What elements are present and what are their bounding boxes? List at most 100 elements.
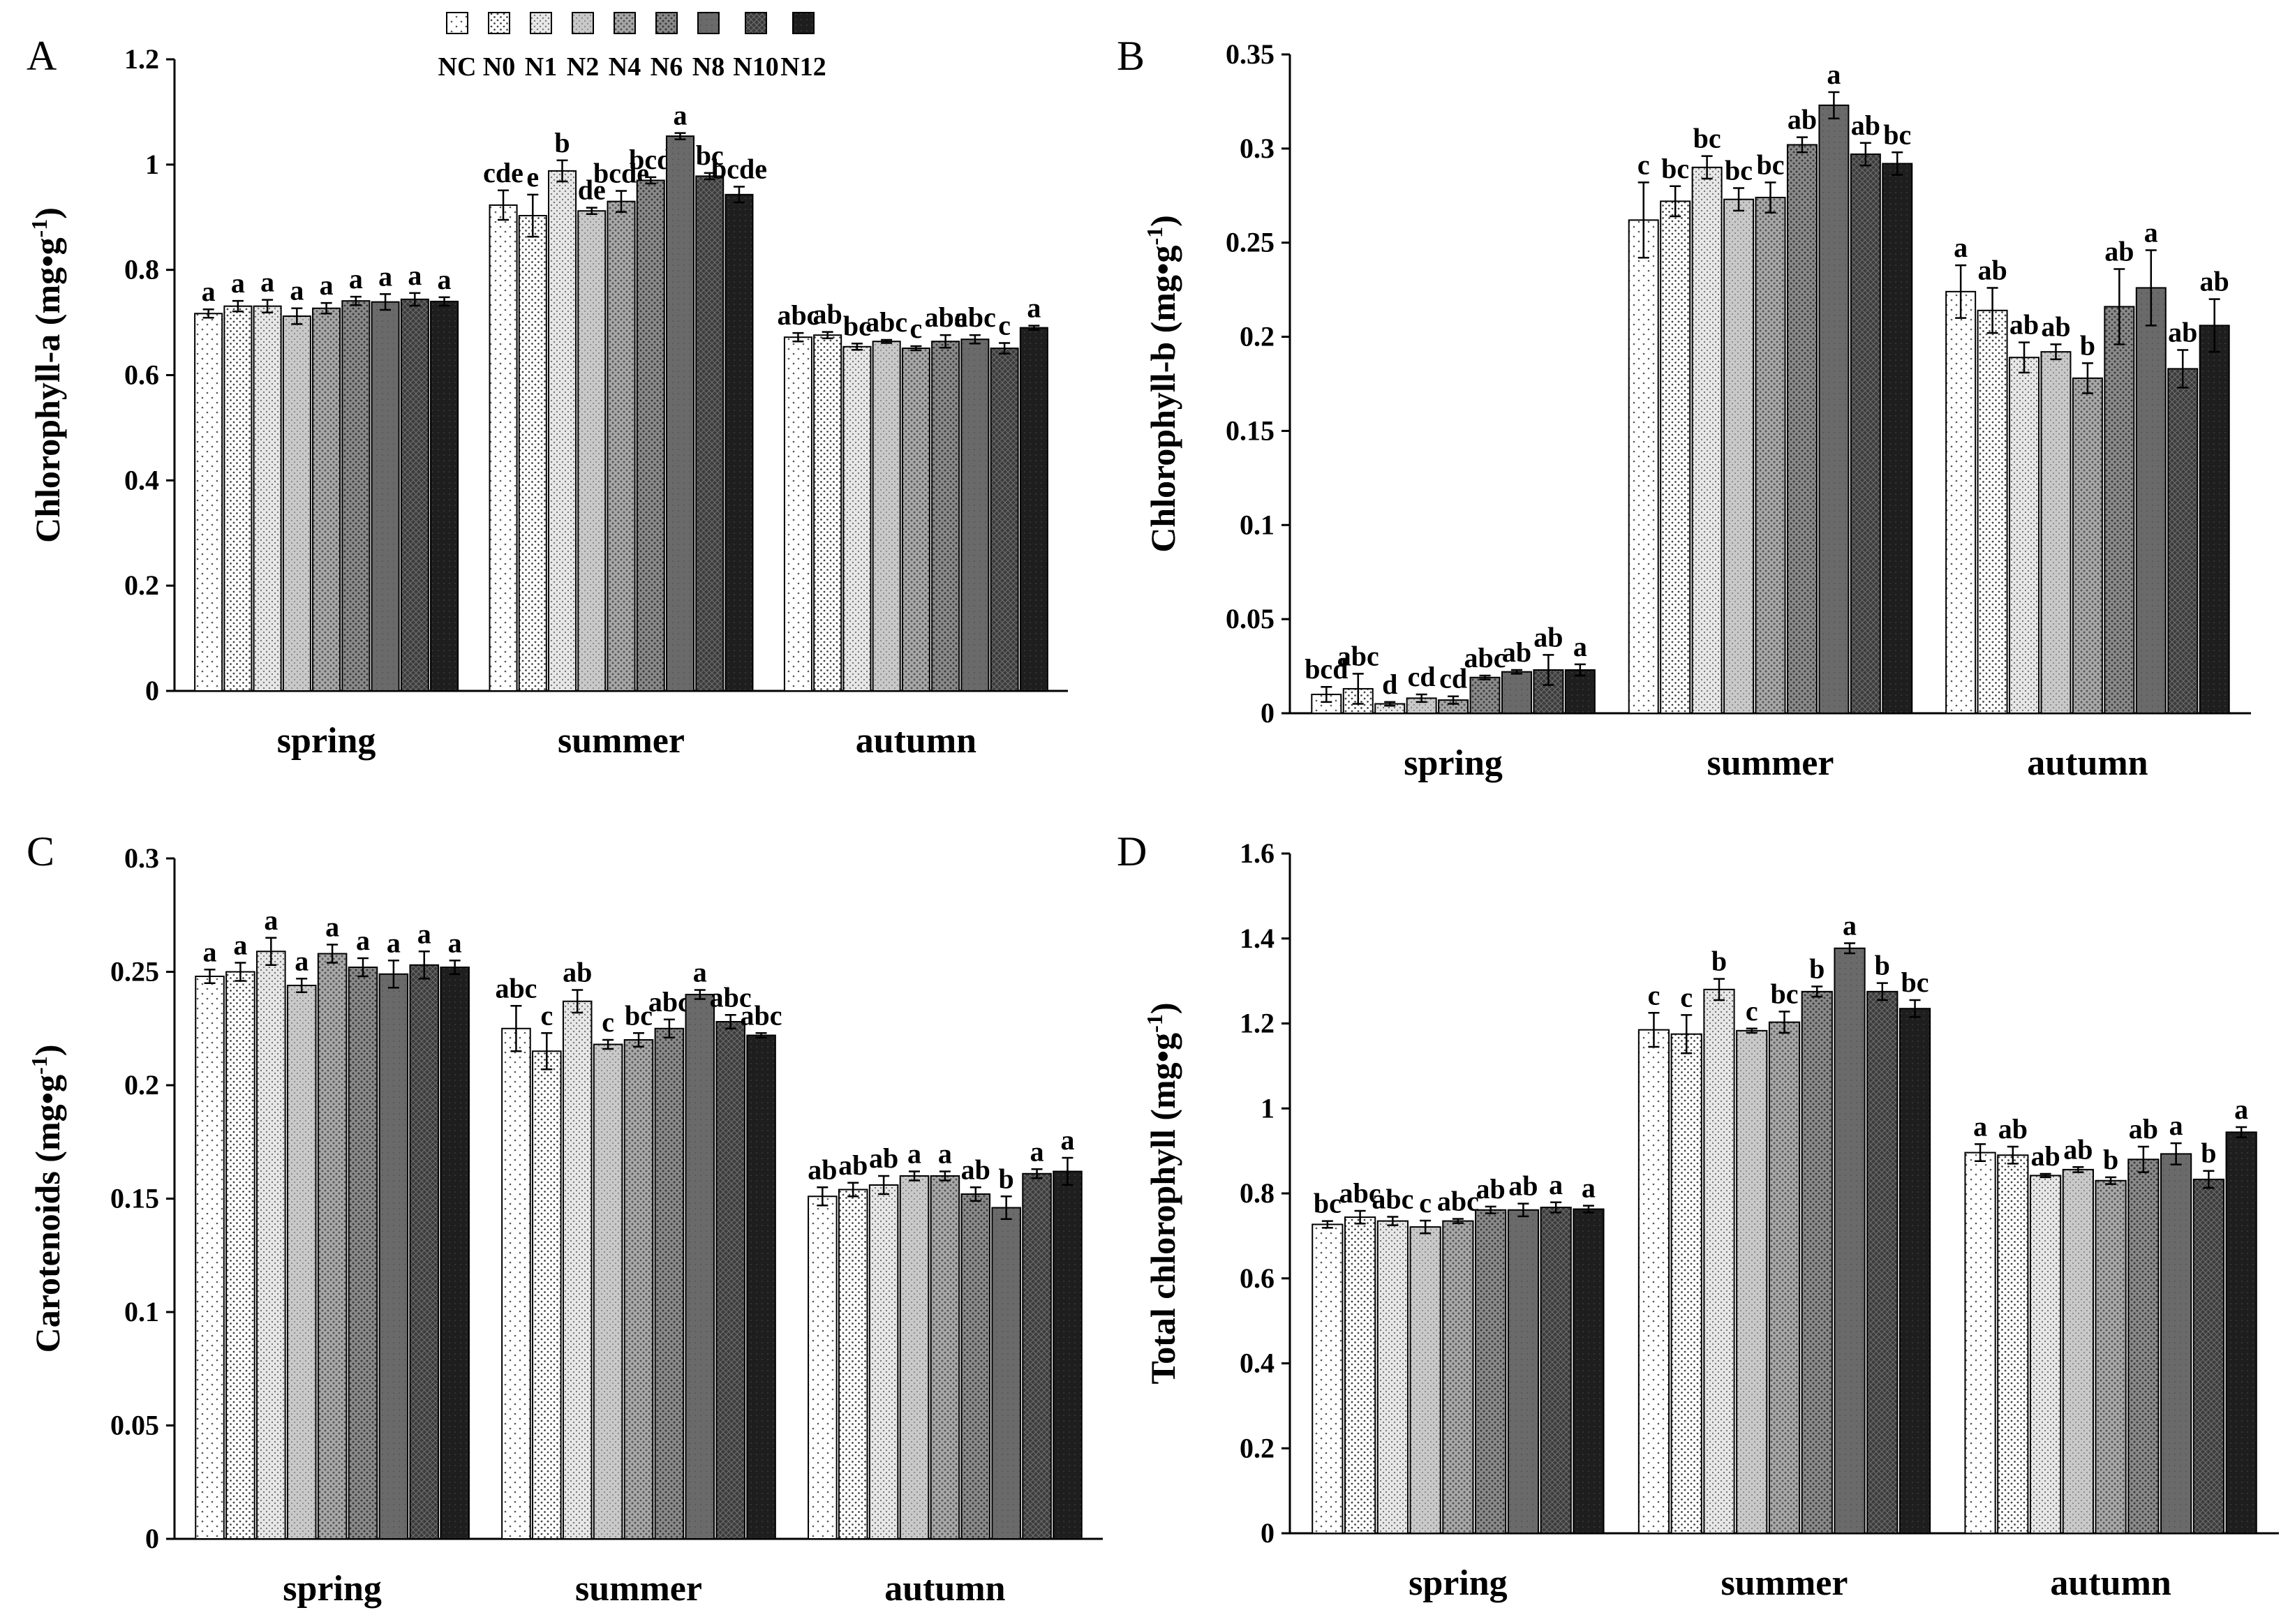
error-bar [1637, 181, 1649, 259]
error-bar [2208, 298, 2220, 353]
bar-n10-autumn [990, 348, 1019, 692]
error-bar [1354, 1209, 1366, 1225]
significance-label: abc [1337, 640, 1379, 671]
bar-n10-summer [1850, 153, 1881, 715]
bar-n8-autumn [2160, 1153, 2192, 1534]
y-tick-label: 0.25 [1226, 227, 1275, 258]
y-tick-label: 0 [1261, 1517, 1275, 1549]
legend-label-n0: N0 [483, 52, 515, 82]
y-tick-label: 0 [145, 1523, 159, 1554]
significance-label: cd [1439, 663, 1467, 694]
bar-n1-autumn [842, 345, 872, 692]
bar-n12-spring [440, 967, 470, 1540]
bar-n4-summer [1768, 1021, 1801, 1534]
significance-label: d [1382, 669, 1397, 700]
bar-n6-spring [1469, 676, 1501, 714]
significance-label: b [2080, 329, 2095, 361]
bar-n0-summer [518, 214, 547, 692]
significance-label: a [378, 260, 392, 292]
legend-swatch-n4 [614, 12, 636, 34]
y-tick-label: 0.3 [124, 842, 159, 874]
significance-label: a [448, 927, 462, 958]
significance-label: ab [808, 1154, 837, 1185]
bar-n6-summer [1786, 144, 1818, 715]
bar-n8-summer [665, 135, 695, 692]
bar-n2-autumn [2062, 1168, 2094, 1535]
significance-label: a [2144, 217, 2158, 248]
error-bar [999, 342, 1011, 355]
significance-label: ab [1998, 1113, 2028, 1145]
error-bar [1713, 978, 1725, 1001]
error-bar [1670, 185, 1681, 218]
y-axis-title: Carotenoids (mg•g-1) [27, 1045, 67, 1353]
error-bar [1452, 1218, 1464, 1224]
significance-label: ab [1508, 1170, 1538, 1202]
bar-n4-summer [1755, 196, 1786, 714]
error-bar [2019, 341, 2030, 374]
y-tick-label: 1.2 [124, 43, 159, 75]
error-bar [1844, 942, 1856, 955]
bar-n4-spring [312, 307, 341, 692]
legend-swatch-n10 [745, 12, 767, 34]
bar-n12-autumn [1053, 1170, 1083, 1540]
bar-nc-autumn [1964, 1152, 1996, 1535]
error-bar [1778, 1011, 1790, 1034]
bar-n2-autumn [2040, 351, 2072, 714]
error-bar [910, 345, 922, 352]
legend-swatch-n2 [572, 12, 594, 34]
significance-label: ab [1476, 1173, 1506, 1205]
significance-label: ab [2168, 316, 2197, 348]
significance-label: bc [843, 310, 871, 341]
significance-label: bcd [629, 144, 672, 175]
error-bar [1448, 695, 1459, 705]
bar-n1-autumn [2029, 1175, 2062, 1534]
significance-label: b [999, 1163, 1014, 1194]
error-bar [1384, 701, 1396, 707]
x-category-label: summer [558, 721, 685, 761]
significance-label: abc [925, 301, 967, 333]
bar-n0-autumn [838, 1189, 868, 1540]
significance-label: bc [1725, 154, 1753, 186]
bar-n12-summer [1899, 1008, 1931, 1534]
bar-nc-summer [1637, 1029, 1670, 1534]
significance-label: c [910, 313, 923, 344]
bar-n0-spring [225, 971, 255, 1540]
error-bar [498, 189, 510, 221]
error-bar [418, 951, 430, 980]
bar-n12-autumn [1019, 327, 1048, 692]
legend-label-n8: N8 [692, 52, 725, 82]
error-bar [1986, 287, 1998, 334]
bar-n10-autumn [2167, 368, 2199, 714]
significance-label: bc [1757, 149, 1785, 180]
bar-n2-summer [577, 210, 607, 692]
bar-n4-spring [1442, 1220, 1474, 1534]
bar-n12-spring [1564, 669, 1596, 714]
significance-label: a [1573, 631, 1587, 662]
bar-n10-summer [695, 175, 725, 692]
bar-nc-autumn [783, 336, 812, 692]
error-bar [878, 1175, 890, 1195]
error-bar [387, 960, 399, 989]
y-tick-label: 0.35 [1226, 38, 1275, 70]
significance-label: bc [1314, 1188, 1342, 1219]
y-tick-label: 0.2 [1240, 1432, 1275, 1463]
error-bar [909, 1170, 921, 1182]
bar-n0-autumn [813, 334, 842, 692]
error-bar [527, 193, 539, 238]
y-tick-label: 1.4 [1240, 923, 1275, 954]
error-bar [265, 937, 277, 966]
legend-label-nc: NC [438, 52, 477, 82]
error-bar [1828, 91, 1840, 119]
error-bar [262, 299, 274, 314]
significance-label: a [290, 275, 304, 306]
significance-label: c [1419, 1187, 1432, 1219]
y-tick-label: 0 [1261, 697, 1275, 729]
bar-n1-autumn [2009, 357, 2040, 714]
significance-label: cde [483, 157, 523, 188]
bar-n4-spring [317, 953, 348, 1540]
bar-n2-spring [286, 985, 317, 1540]
error-bar [1955, 264, 1967, 319]
significance-label: a [1954, 232, 1968, 263]
bar-n10-autumn [1022, 1172, 1052, 1540]
bar-n10-summer [1866, 990, 1899, 1534]
